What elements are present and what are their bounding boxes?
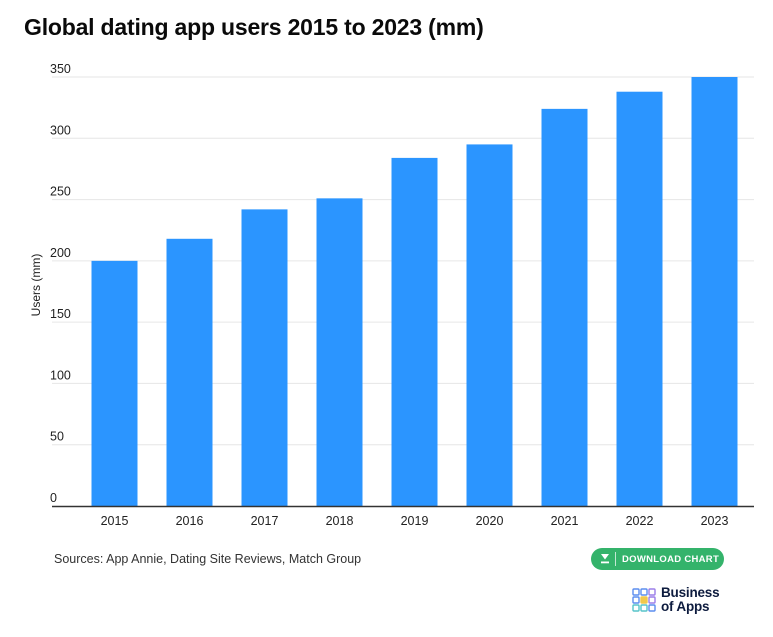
x-tick-label: 2018 [326,514,354,528]
y-tick-label: 350 [50,62,71,76]
sources-note: Sources: App Annie, Dating Site Reviews,… [54,552,362,566]
download-chart-label: DOWNLOAD CHART [622,553,720,565]
x-tick-label: 2021 [551,514,579,528]
x-tick-label: 2020 [476,514,504,528]
bar-2017 [241,209,288,506]
x-tick-label: 2017 [251,514,279,528]
y-tick-label: 100 [50,368,71,382]
brand-line-1: Business [661,585,720,600]
brand-text: Business of Apps [661,585,720,614]
business-of-apps-logo[interactable]: Business of Apps [632,585,720,614]
bar-2019 [391,157,438,506]
brand-grid-icon [632,588,656,612]
y-axis-label: Users (mm) [29,254,43,317]
bar-2018 [316,198,363,507]
x-tick-label: 2016 [176,514,204,528]
brand-line-2: of Apps [661,599,710,614]
bars [91,77,738,507]
bar-2021 [541,108,588,507]
y-tick-label: 250 [50,185,71,199]
y-tick-label: 150 [50,307,71,321]
bar-2020 [466,144,513,506]
y-tick-label: 0 [50,491,57,505]
bar-2023 [691,77,738,506]
y-tick-label: 200 [50,246,71,260]
x-tick-label: 2019 [401,514,429,528]
x-tick-label: 2022 [626,514,654,528]
y-tick-labels: 0 50 100 150 200 250 300 350 [50,62,71,505]
chart-title: Global dating app users 2015 to 2023 (mm… [24,14,484,40]
bar-2015 [91,260,138,506]
y-tick-label: 300 [50,123,71,137]
x-tick-label: 2015 [101,514,129,528]
bar-2016 [166,238,213,506]
x-tick-label: 2023 [701,514,729,528]
download-icon [601,554,609,564]
bar-2022 [616,91,663,507]
download-separator [615,552,616,566]
x-tick-labels: 2015 2016 2017 2018 2019 2020 2021 2022 2023 [101,514,729,528]
download-chart-button[interactable]: DOWNLOAD CHART [591,548,724,570]
y-tick-label: 50 [50,430,64,444]
